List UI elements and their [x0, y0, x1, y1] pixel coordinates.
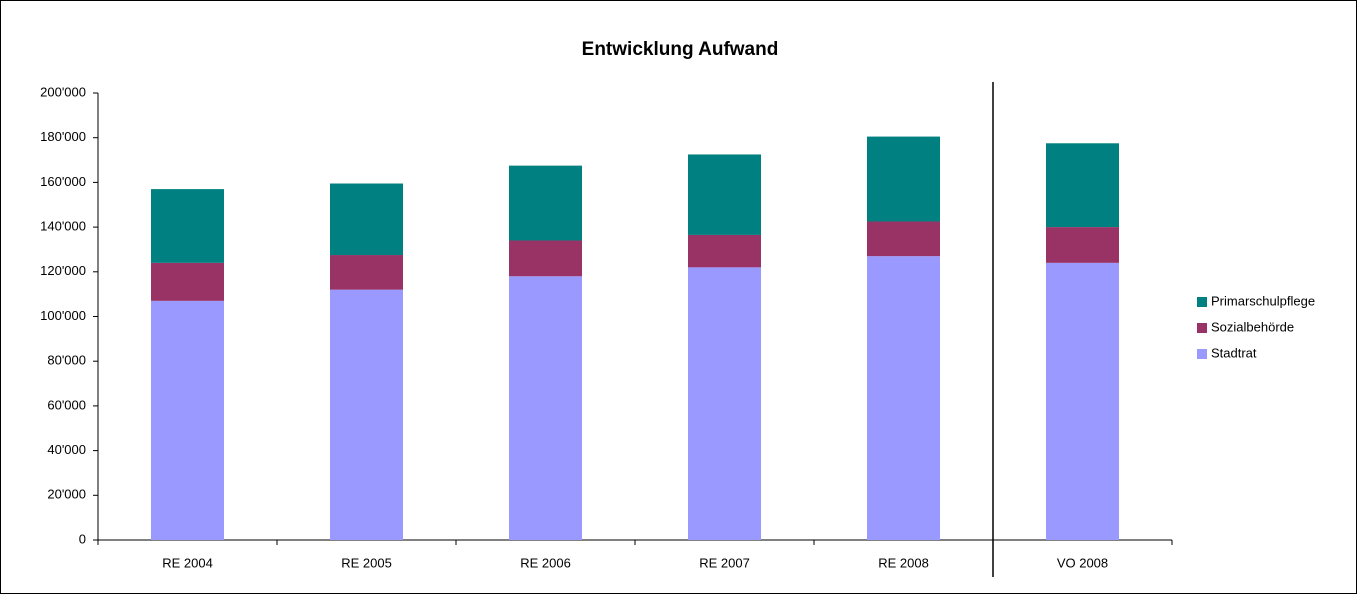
y-tick-label: 20'000 [47, 487, 86, 502]
bar-segment [867, 136, 940, 222]
y-tick-label: 100'000 [40, 308, 86, 323]
x-tick-label: RE 2007 [699, 555, 750, 570]
bar-segment [1046, 262, 1119, 540]
y-tick-label: 120'000 [40, 263, 86, 278]
y-tick-label: 140'000 [40, 219, 86, 234]
bar-segment [688, 234, 761, 268]
bar-segment [330, 289, 403, 540]
bar-segment [1046, 227, 1119, 263]
legend-swatch [1197, 323, 1207, 333]
y-tick-label: 60'000 [47, 397, 86, 412]
y-tick-label: 40'000 [47, 442, 86, 457]
chart-title: Entwicklung Aufwand [582, 39, 779, 60]
bar-segment [151, 189, 224, 263]
y-tick-label: 0 [79, 531, 86, 546]
x-tick-label: RE 2006 [520, 555, 571, 570]
bar-segment [688, 154, 761, 235]
legend-swatch [1197, 297, 1207, 307]
y-tick-label: 200'000 [40, 84, 86, 99]
legend-label: Sozialbehörde [1211, 319, 1294, 334]
legend-label: Stadtrat [1211, 345, 1257, 360]
bar-segment [688, 267, 761, 540]
bar-segment [509, 276, 582, 540]
bar-segment [509, 240, 582, 277]
bar-segment [151, 262, 224, 301]
legend-label: Primarschulpflege [1211, 293, 1315, 308]
bar-segment [330, 255, 403, 290]
bar-segment [867, 221, 940, 257]
y-tick-label: 160'000 [40, 174, 86, 189]
bar-segment [151, 300, 224, 540]
bar-segment [509, 165, 582, 241]
y-tick-label: 180'000 [40, 129, 86, 144]
bar-segment [330, 183, 403, 256]
x-tick-label: RE 2008 [878, 555, 929, 570]
x-tick-label: VO 2008 [1057, 555, 1108, 570]
bar-segment [867, 256, 940, 540]
bar-segment [1046, 143, 1119, 228]
x-tick-label: RE 2005 [341, 555, 392, 570]
x-tick-label: RE 2004 [162, 555, 213, 570]
y-tick-label: 80'000 [47, 353, 86, 368]
legend-swatch [1197, 349, 1207, 359]
